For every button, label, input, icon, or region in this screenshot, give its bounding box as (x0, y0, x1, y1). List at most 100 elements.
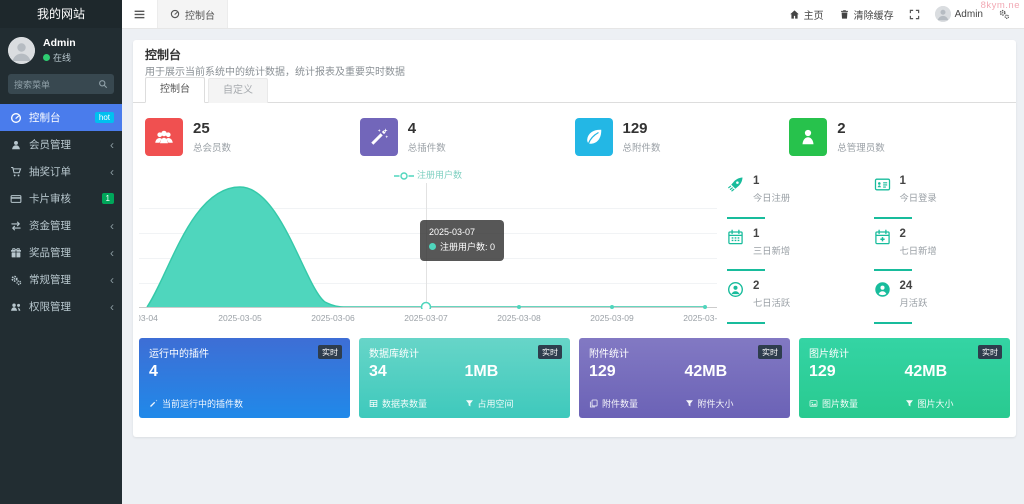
chart-legend[interactable]: 注册用户数 (139, 168, 717, 181)
accent-underline (873, 269, 912, 272)
sidebar-item-members[interactable]: 会员管理 ‹ (0, 131, 122, 158)
page-description: 用于展示当前系统中的统计数据，统计报表及重要实时数据 (145, 67, 405, 78)
mini-stat-label: 七日活跃 (753, 298, 791, 309)
mini-stat-value: 1 (753, 175, 760, 187)
sidebar-item-prizes[interactable]: 奖品管理 ‹ (0, 239, 122, 266)
stat-value: 25 (193, 120, 210, 137)
accent-underline (727, 322, 765, 324)
tab-custom[interactable]: 自定义 (208, 78, 268, 103)
tooltip-value: 注册用户数: 0 (440, 242, 496, 253)
chevron-left-icon: ‹ (110, 218, 114, 233)
mini-stat-label: 七日新增 (899, 245, 937, 256)
card-value: 42MB (904, 363, 948, 380)
sidebar-item-label: 抽奖订单 (29, 166, 71, 178)
clear-cache-link[interactable]: 清除缓存 (839, 7, 894, 22)
mini-stat-label: 三日新增 (753, 245, 791, 256)
sidebar-item-label: 会员管理 (29, 139, 71, 151)
avatar (934, 6, 951, 22)
card-footer-label: 附件数量 (602, 399, 639, 409)
card-value: 42MB (684, 363, 728, 380)
clear-cache-label: 清除缓存 (853, 10, 894, 22)
realtime-badge: 实时 (538, 345, 562, 359)
magic-wand-icon (359, 118, 398, 156)
magic-wand-icon (149, 399, 158, 408)
user-circle-outline-icon (727, 281, 744, 298)
card-value: 1MB (464, 363, 499, 380)
person-icon (789, 118, 828, 156)
card-footer-label: 占用空间 (477, 399, 514, 409)
mini-stats-grid: 1 今日注册 1 今日登录 1 三日新增 2 七日新增 2 七日活跃 (727, 170, 1010, 328)
mini-stat-today-registered: 1 今日注册 (727, 170, 864, 223)
card-value: 129 (589, 363, 616, 380)
card-running-plugins: 运行中的插件 实时 4 当前运行中的插件数 (139, 338, 350, 418)
search-icon[interactable] (98, 79, 108, 89)
legend-label: 注册用户数 (416, 170, 462, 180)
sidebar: 我的网站 Admin 在线 搜索菜单 控制台 hot (0, 0, 122, 504)
chevron-left-icon: ‹ (110, 272, 114, 287)
card-title: 运行中的插件 (149, 349, 209, 360)
navbar-user-name: Admin (954, 8, 983, 20)
sidebar-item-permissions[interactable]: 权限管理 ‹ (0, 293, 122, 320)
mini-stat-3day-new: 1 三日新增 (727, 223, 864, 276)
sidebar-item-general[interactable]: 常规管理 ‹ (0, 266, 122, 293)
count-badge: 1 (101, 193, 114, 204)
tooltip-date: 2025-03-07 (429, 227, 476, 237)
x-tick-label: 2025-03-09 (590, 313, 634, 323)
mini-stat-value: 1 (899, 175, 906, 187)
leaf-icon (574, 118, 613, 156)
users-group-icon (145, 118, 183, 156)
top-navbar: 控制台 主页 清除缓存 Admin (122, 0, 1024, 29)
x-tick-label: 2025-03-10 (683, 313, 717, 323)
menu-search-input[interactable]: 搜索菜单 (8, 74, 114, 94)
mini-stat-label: 今日登录 (899, 193, 937, 203)
realtime-badge: 实时 (758, 345, 782, 359)
sidebar-item-funds[interactable]: 资金管理 ‹ (0, 212, 122, 239)
mini-stat-value: 1 (753, 227, 760, 240)
sidebar-item-label: 卡片审核 (29, 193, 71, 205)
card-footer-label: 附件大小 (697, 399, 734, 409)
online-status-dot (43, 54, 50, 61)
stat-label: 总附件数 (622, 143, 661, 154)
sidebar-item-card-review[interactable]: 卡片审核 1 (0, 185, 122, 212)
summary-cards-row: 运行中的插件 实时 4 当前运行中的插件数 数据库统计 实时 34 1MB (139, 338, 1010, 418)
accent-underline (727, 216, 765, 219)
user-status: 在线 (53, 53, 72, 63)
search-placeholder: 搜索菜单 (14, 79, 51, 90)
tab-dashboard[interactable]: 控制台 (145, 77, 205, 103)
settings-cogs-icon[interactable] (998, 8, 1010, 20)
mini-stat-7day-active: 2 七日活跃 (727, 275, 864, 328)
sidebar-item-lottery-orders[interactable]: 抽奖订单 ‹ (0, 158, 122, 185)
sidebar-item-label: 常规管理 (29, 274, 71, 286)
navbar-tab-dashboard[interactable]: 控制台 (157, 0, 228, 28)
stat-cards-row: 25 总会员数 4 总插件数 129 总附件数 2 总管理员数 (145, 114, 1004, 160)
user-name: Admin (43, 37, 76, 49)
content-panel: 控制台 用于展示当前系统中的统计数据，统计报表及重要实时数据 控制台 自定义 2… (133, 40, 1016, 437)
user-circle-icon (874, 281, 891, 298)
sidebar-item-label: 资金管理 (29, 220, 71, 232)
menu-toggle-icon[interactable] (122, 8, 157, 21)
card-footer-label: 图片大小 (917, 399, 954, 409)
sidebar-item-dashboard[interactable]: 控制台 hot (0, 104, 122, 131)
user-menu[interactable]: Admin (934, 6, 983, 22)
image-icon (809, 399, 818, 408)
sidebar-item-label: 权限管理 (29, 301, 71, 313)
dashboard-icon (10, 112, 22, 124)
mini-stat-month-active: 24 月活跃 (873, 275, 1011, 328)
home-link[interactable]: 主页 (789, 7, 824, 22)
sidebar-menu: 控制台 hot 会员管理 ‹ 抽奖订单 ‹ 卡片审核 1 资金管理 ‹ (0, 104, 122, 320)
chevron-left-icon: ‹ (110, 164, 114, 179)
mini-stat-7day-new: 2 七日新增 (873, 223, 1011, 276)
stat-label: 总插件数 (407, 143, 446, 154)
legend-marker-icon (393, 172, 414, 180)
chevron-left-icon: ‹ (110, 245, 114, 260)
registrations-chart[interactable]: 注册用户数 2025-03-07 注册用户数: 0 (139, 168, 717, 334)
stat-total-members: 25 总会员数 (145, 114, 360, 160)
calendar-icon (727, 229, 744, 246)
card-footer-label: 当前运行中的插件数 (162, 399, 244, 409)
id-card-icon (874, 176, 891, 193)
home-icon (789, 9, 800, 20)
fullscreen-icon[interactable] (909, 9, 920, 20)
stat-total-attachments: 129 总附件数 (574, 114, 790, 160)
sidebar-item-label: 控制台 (29, 112, 61, 124)
